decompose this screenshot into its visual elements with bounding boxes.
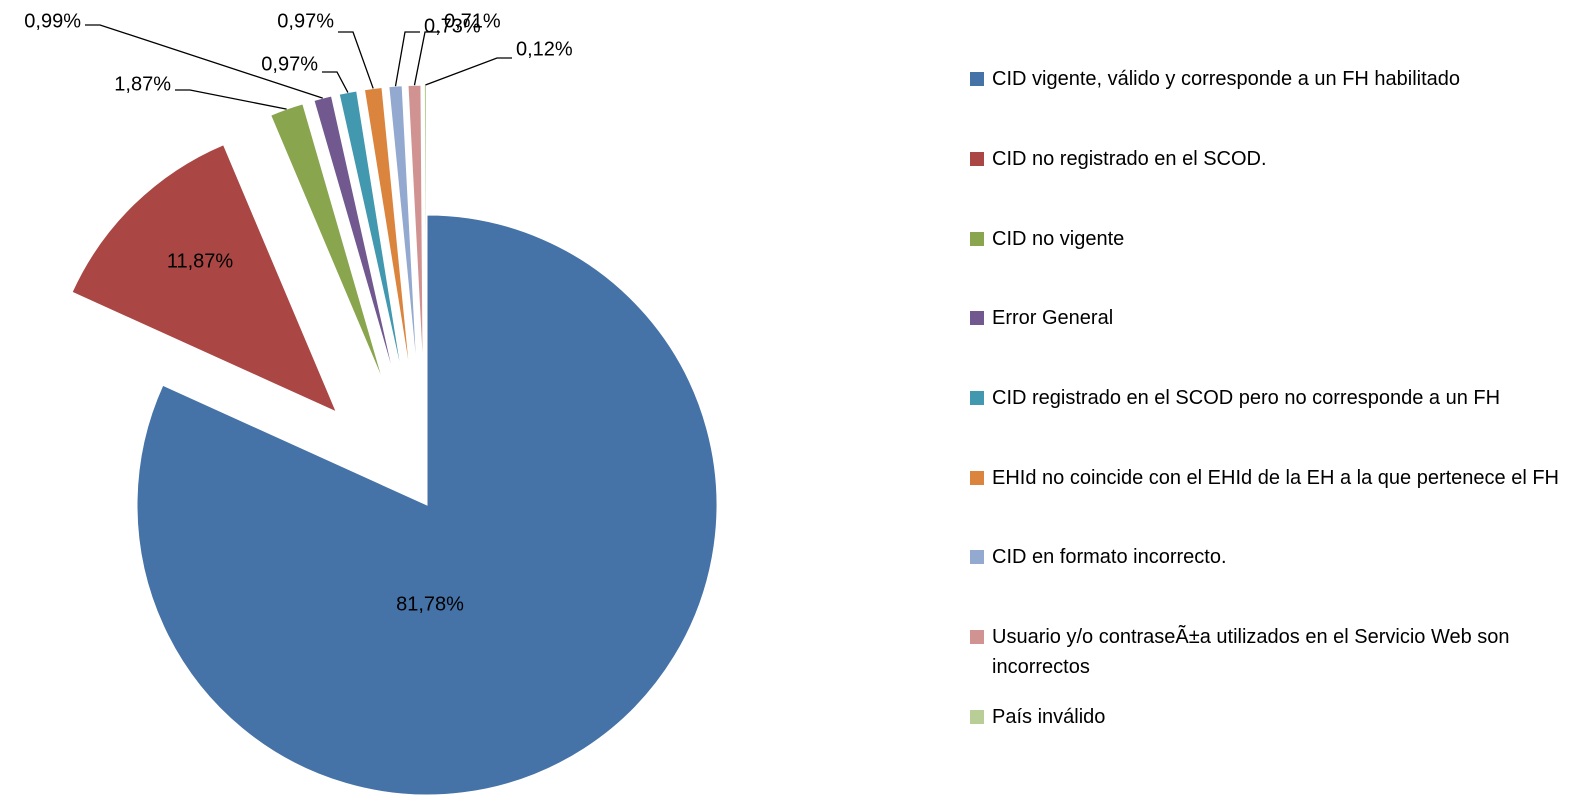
legend-swatch <box>970 152 984 166</box>
slice <box>388 85 418 376</box>
data-label: 0,12% <box>516 38 573 60</box>
data-label: 0,99% <box>24 10 81 32</box>
leader-line <box>322 71 349 93</box>
legend-item: País inválido <box>970 702 1560 732</box>
legend-item: Usuario y/o contraseÃ±a utilizados en el… <box>970 622 1560 682</box>
legend-swatch <box>970 550 984 564</box>
legend-swatch <box>970 471 984 485</box>
legend-label: Error General <box>992 307 1114 329</box>
leader-line <box>338 31 374 89</box>
leader-line <box>425 57 512 86</box>
legend-swatch <box>970 710 984 724</box>
data-label: 11,87% <box>167 250 234 272</box>
legend-label: CID en formato incorrecto. <box>992 546 1227 568</box>
data-label: 0,71% <box>444 10 501 32</box>
legend-swatch <box>970 232 984 246</box>
data-label: 0,97% <box>261 53 318 75</box>
slice <box>136 214 718 796</box>
data-label: 81,78% <box>396 593 464 615</box>
legend-item: CID en formato incorrecto. <box>970 542 1560 572</box>
legend-label: CID no registrado en el SCOD. <box>992 148 1267 170</box>
legend-swatch <box>970 391 984 405</box>
data-label: 0,97% <box>277 10 334 32</box>
legend-label: CID no vigente <box>992 228 1125 250</box>
slice <box>270 103 385 383</box>
data-label: 1,87% <box>114 73 171 95</box>
legend-label: País inválido <box>992 706 1106 728</box>
legend-swatch <box>970 630 984 644</box>
legend-swatch <box>970 311 984 325</box>
legend-item: CID vigente, válido y corresponde a un F… <box>970 64 1560 94</box>
legend-item: CID no registrado en el SCOD. <box>970 144 1560 174</box>
legend-swatch <box>970 72 984 86</box>
legend-item: Error General <box>970 303 1560 333</box>
leader-line <box>413 31 440 86</box>
slice <box>407 84 424 376</box>
leader-line <box>175 89 287 110</box>
legend-label: Usuario y/o contraseÃ±a utilizados en el… <box>992 626 1510 678</box>
leader-line <box>85 24 323 99</box>
legend-item: EHId no coincide con el EHId de la EH a … <box>970 463 1560 493</box>
legend-label: CID registrado en el SCOD pero no corres… <box>992 387 1501 409</box>
leader-line <box>394 31 420 87</box>
legend-label: EHId no coincide con el EHId de la EH a … <box>992 467 1559 489</box>
slice <box>71 144 338 413</box>
legend-item: CID no vigente <box>970 224 1560 254</box>
slice <box>423 84 428 376</box>
legend-item: CID registrado en el SCOD pero no corres… <box>970 383 1560 413</box>
legend-label: CID vigente, válido y corresponde a un F… <box>992 68 1461 90</box>
